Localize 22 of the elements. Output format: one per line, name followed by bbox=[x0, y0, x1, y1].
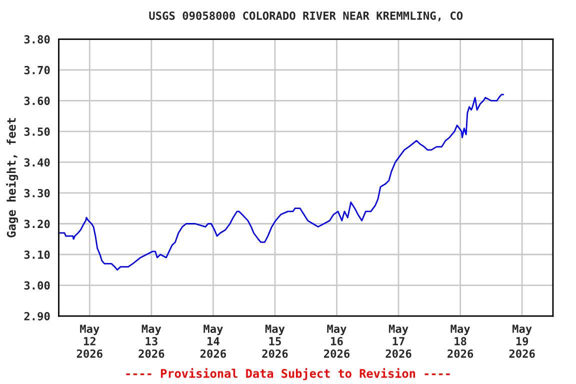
y-tick-label: 3.60 bbox=[24, 96, 50, 106]
y-tick-label: 3.30 bbox=[24, 188, 50, 198]
y-axis-title: Gage height, feet bbox=[6, 118, 18, 238]
x-tick-label: May 16 2026 bbox=[324, 324, 350, 358]
y-tick-label: 3.50 bbox=[24, 127, 50, 136]
x-tick-label: May 18 2026 bbox=[448, 324, 474, 358]
x-tick-label: May 19 2026 bbox=[509, 324, 535, 358]
text: ---- Provisional Data Subject to Revision ---- bbox=[126, 368, 450, 380]
y-tick-label: 3.80 bbox=[24, 35, 50, 44]
line-series bbox=[59, 94, 504, 271]
y-tick-label: 3.20 bbox=[24, 220, 50, 228]
y-tick-label: 3.00 bbox=[24, 281, 50, 290]
y-tick-label: 3.70 bbox=[24, 66, 50, 74]
y-tick-label: 3.10 bbox=[24, 250, 50, 259]
x-tick-label: May 15 2026 bbox=[262, 324, 288, 358]
x-tick-label: May 14 2026 bbox=[200, 324, 226, 358]
x-tick-label: May 17 2026 bbox=[386, 324, 412, 358]
chart-title: USGS 09058000 COLORADO RIVER NEAR KREMMLING, CO bbox=[149, 11, 463, 22]
x-tick-label: May 12 2026 bbox=[76, 324, 102, 358]
y-tick-label: 3.40 bbox=[24, 158, 50, 167]
y-tick-label: 2.90 bbox=[24, 312, 50, 320]
x-tick-label: May 13 2026 bbox=[138, 324, 164, 358]
